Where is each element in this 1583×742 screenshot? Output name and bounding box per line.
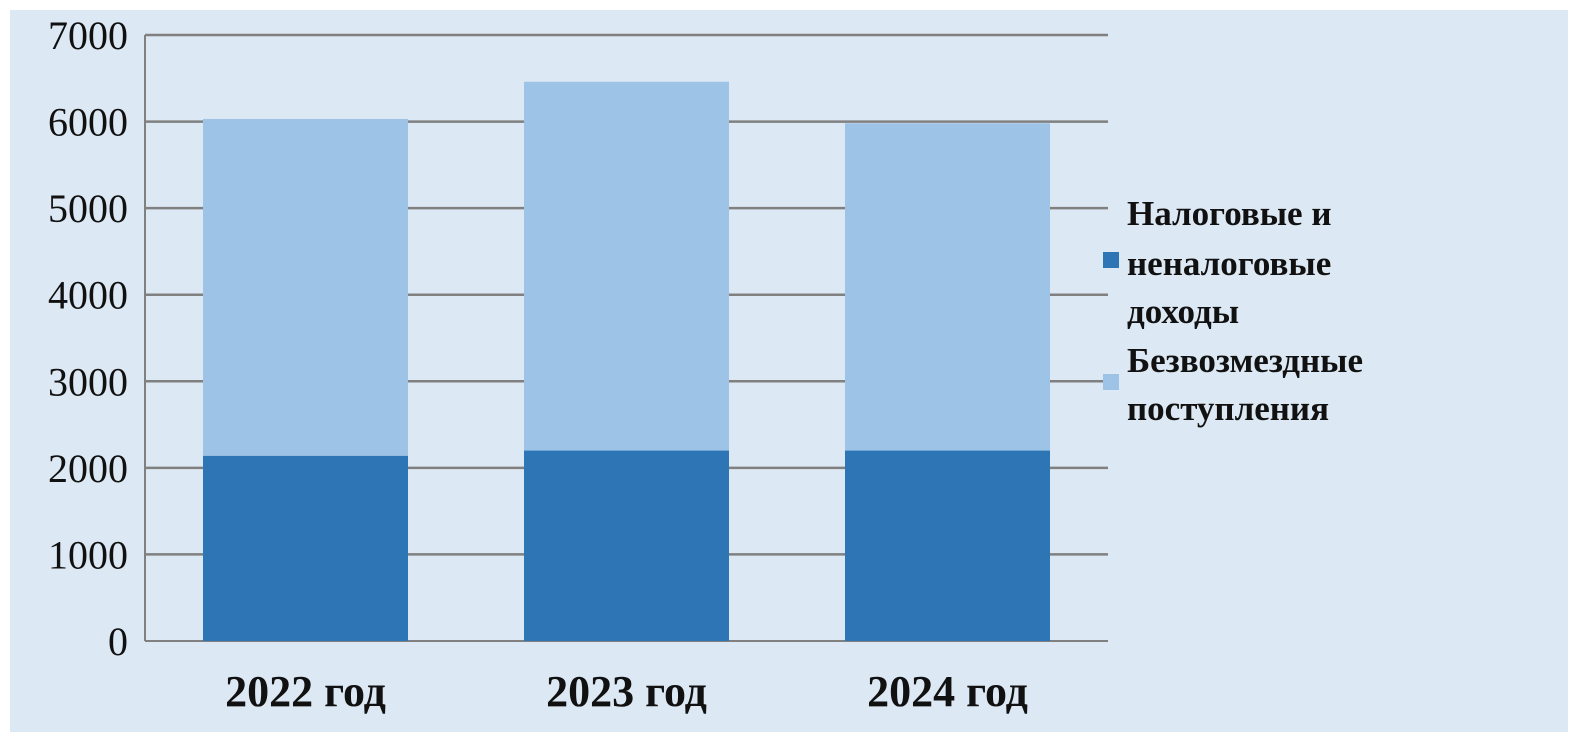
y-tick-label: 1000 [48,532,128,577]
legend-label: Налоговые и [1127,194,1332,233]
y-tick-label: 6000 [48,100,128,145]
legend-label: Безвозмездные [1127,341,1363,380]
bar-segment [845,123,1050,451]
bar-segment [203,118,408,456]
y-tick-label: 2000 [48,446,128,491]
x-tick-label: 2024 год [867,667,1028,716]
y-tick-label: 4000 [48,273,128,318]
y-tick-label: 0 [108,619,128,664]
y-tick-label: 5000 [48,186,128,231]
legend-label: доходы [1127,292,1239,331]
bar-segment [524,81,729,451]
legend-label: неналоговые [1127,244,1331,283]
legend-marker [1103,374,1119,390]
legend-label: поступления [1127,389,1329,428]
bar-segment [524,450,729,641]
bar-segment [203,455,408,641]
legend-marker [1103,252,1119,268]
x-tick-label: 2022 год [225,667,386,716]
x-tick-label: 2023 год [546,667,707,716]
y-tick-label: 3000 [48,359,128,404]
y-tick-label: 7000 [48,13,128,58]
bar-segment [845,450,1050,641]
